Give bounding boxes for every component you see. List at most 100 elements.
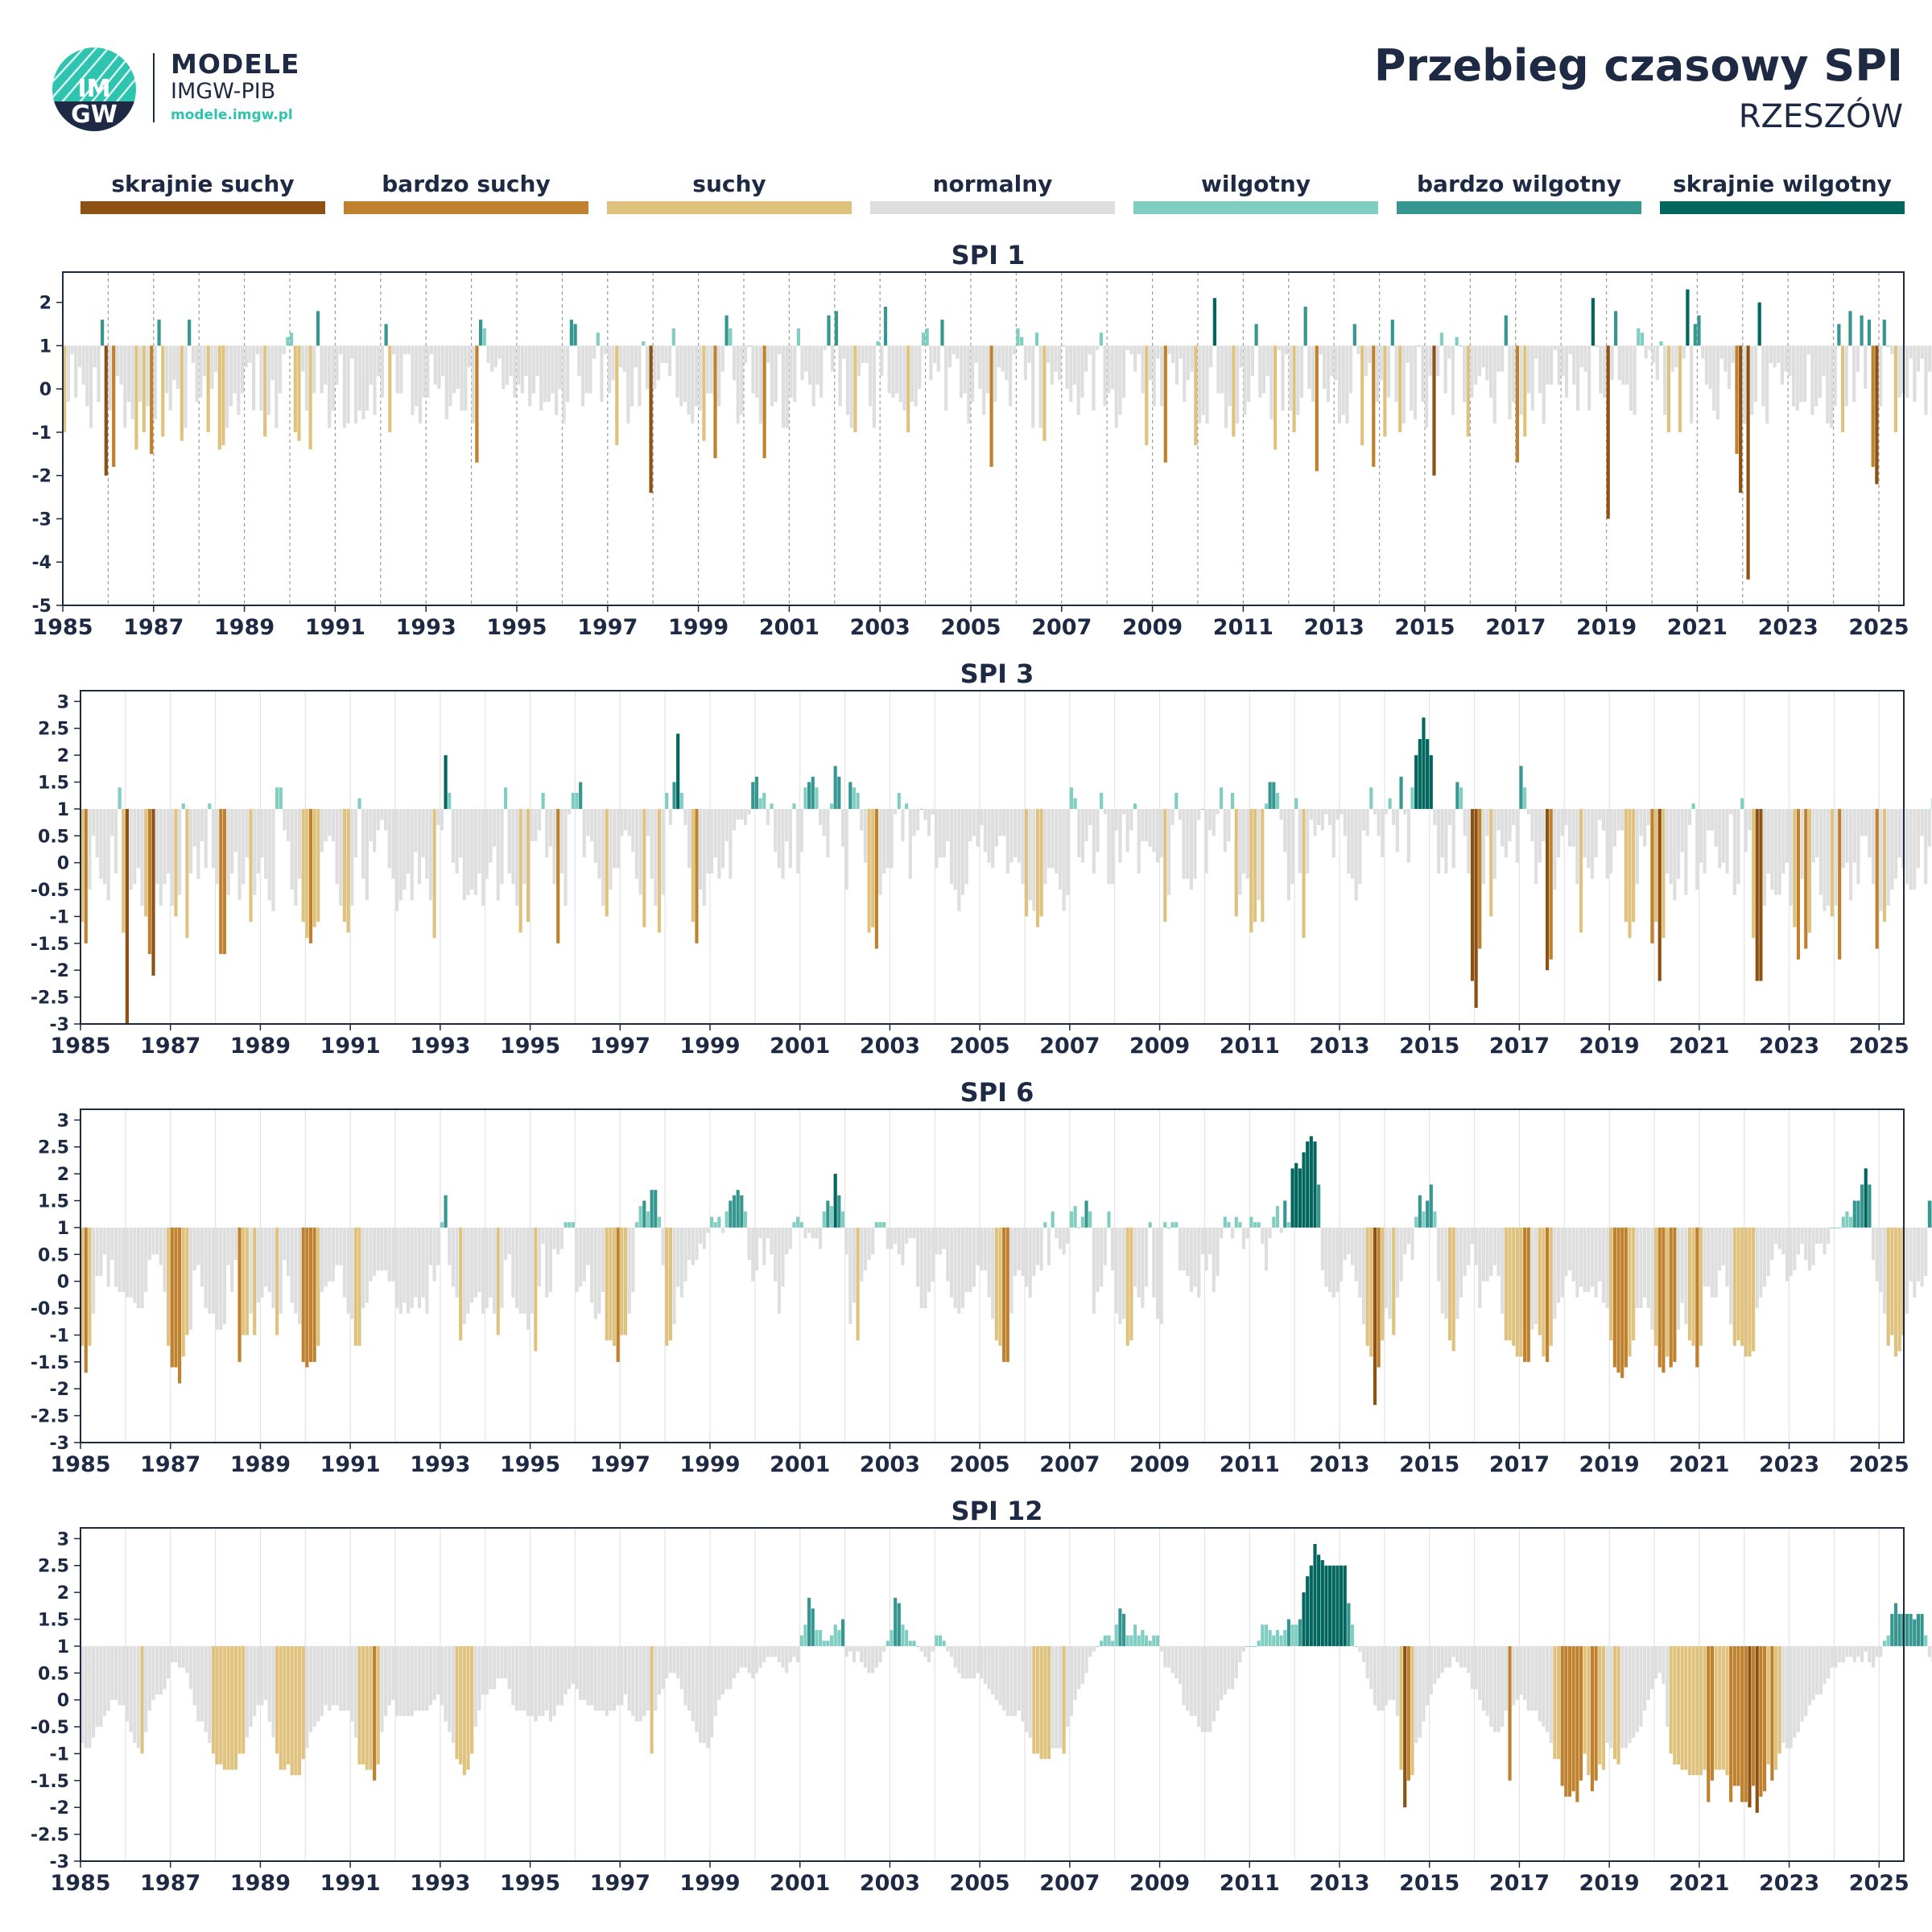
spi-bar: [1467, 808, 1471, 874]
spi-bar: [912, 1641, 916, 1646]
spi-bar: [687, 345, 691, 415]
spi-bar: [237, 808, 242, 901]
spi-bar: [976, 1645, 980, 1674]
spi-bar: [1897, 808, 1901, 857]
x-tick-label: 2023: [1759, 1034, 1819, 1059]
spi-bar: [609, 808, 613, 890]
spi-bar: [297, 808, 302, 879]
spi-bar: [1354, 808, 1358, 901]
spi-bar: [878, 1222, 882, 1228]
spi-bar: [1403, 1227, 1407, 1255]
spi-bar: [634, 345, 638, 368]
spi-bar: [743, 345, 748, 363]
spi-bar: [1220, 1645, 1224, 1700]
spi-bar: [462, 1645, 466, 1776]
spi-bar: [157, 320, 161, 346]
spi-bar: [1296, 345, 1300, 415]
spi-bar: [1320, 808, 1324, 831]
spi-bar: [320, 1227, 324, 1293]
spi-bar: [1481, 1227, 1486, 1282]
spi-bar: [418, 345, 422, 424]
legend-swatch: [1660, 201, 1905, 214]
spi-bar: [1286, 1222, 1290, 1228]
spi-bar: [890, 1227, 894, 1249]
spi-bar: [747, 1227, 751, 1260]
spi-bar: [122, 1227, 126, 1293]
spi-bar: [1864, 1168, 1868, 1228]
spi-bar: [914, 345, 918, 407]
spi-bar: [320, 808, 324, 852]
spi-bar: [134, 345, 138, 450]
spi-bar: [1814, 345, 1818, 407]
spi-bar: [1655, 345, 1659, 381]
spi-bar: [1283, 1629, 1287, 1646]
spi-bar: [1069, 787, 1074, 809]
spi-bar: [770, 1645, 774, 1657]
spi-bar: [1879, 1645, 1883, 1657]
brand-url[interactable]: modele.imgw.pl: [171, 107, 293, 123]
spi-bar: [410, 1227, 414, 1309]
spi-bar: [724, 808, 729, 841]
spi-bar: [1084, 1645, 1088, 1674]
spi-bar: [1823, 1227, 1827, 1255]
spi-bar: [826, 808, 830, 857]
spi-bar: [1684, 1645, 1688, 1770]
spi-bar: [335, 1645, 339, 1706]
spi-bar: [230, 808, 234, 874]
spi-bar: [1227, 1645, 1231, 1690]
spi-bar: [1437, 1227, 1441, 1282]
spi-bar: [91, 1227, 96, 1314]
spi-bar: [1695, 808, 1699, 890]
spi-bar: [754, 1645, 759, 1674]
spi-bar: [792, 1222, 796, 1228]
x-tick-label: 1995: [486, 615, 547, 640]
spi-bar: [353, 345, 358, 424]
spi-bar: [502, 345, 506, 390]
spi-bar: [695, 1227, 699, 1260]
spi-bar: [301, 1227, 305, 1362]
spi-bar: [597, 808, 601, 879]
spi-bar: [946, 1645, 950, 1652]
spi-bar: [890, 1629, 894, 1646]
spi-bar: [245, 1645, 249, 1738]
spi-bar: [1665, 1227, 1670, 1357]
spi-bar: [77, 345, 81, 368]
spi-bar: [597, 1227, 601, 1314]
spi-bar: [185, 1645, 189, 1674]
spi-bar: [335, 808, 339, 885]
spi-bar: [1253, 1645, 1257, 1647]
spi-bar: [106, 1227, 110, 1287]
legend-item-normal: normalny: [870, 169, 1115, 217]
x-tick-label: 2025: [1849, 1034, 1909, 1059]
spi-bar: [559, 808, 564, 874]
spi-bar: [541, 1227, 545, 1244]
spi-bar: [1759, 808, 1763, 981]
spi-bar: [1650, 1227, 1654, 1330]
spi-bar: [1746, 345, 1750, 580]
spi-bar: [1750, 345, 1754, 415]
spi-bar: [1257, 808, 1261, 901]
spi-bar: [1046, 1227, 1051, 1265]
spi-bar: [353, 1227, 357, 1346]
spi-bar: [1096, 345, 1100, 350]
spi-bar: [1909, 345, 1913, 359]
spi-bar: [634, 1645, 639, 1722]
spi-bar: [1013, 1645, 1018, 1716]
spi-bar: [1069, 345, 1073, 402]
spi-bar: [630, 345, 634, 407]
spi-bar: [518, 808, 522, 933]
spi-bar: [1111, 1227, 1115, 1271]
spi-bar: [225, 345, 229, 428]
spi-bar: [1523, 787, 1527, 809]
spi-bar: [1806, 345, 1810, 355]
spi-bar: [151, 1645, 155, 1700]
spi-bar: [770, 1227, 774, 1255]
spi-bar: [946, 1227, 950, 1282]
spi-bar: [398, 1645, 402, 1716]
spi-bar: [496, 1645, 500, 1678]
y-tick-label: 2.5: [38, 1138, 69, 1158]
spi-bar: [897, 1227, 901, 1255]
spi-bar: [196, 808, 200, 879]
spi-bar: [1735, 345, 1739, 454]
brand-separator: [153, 53, 155, 122]
